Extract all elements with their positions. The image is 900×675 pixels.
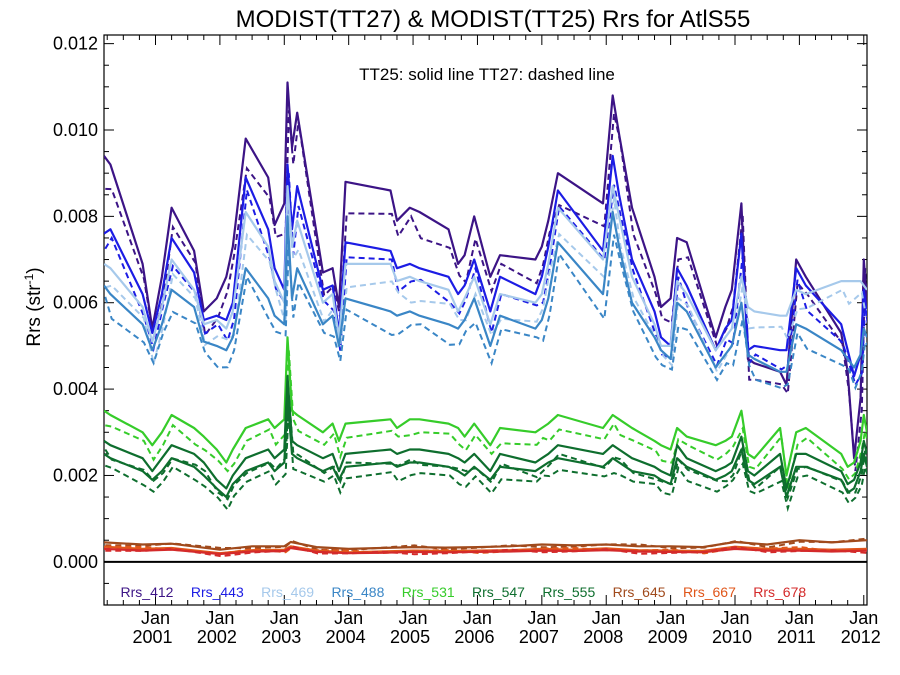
series-line-tt25-Rrs_469	[104, 185, 867, 352]
series-line-tt27-Rrs_488	[104, 234, 867, 391]
y-tick-label: 0.012	[53, 34, 98, 54]
y-tick-label: 0.008	[53, 206, 98, 226]
series-Rrs_469	[104, 185, 867, 374]
x-tick-label-year: 2003	[261, 627, 301, 647]
series-line-tt25-Rrs_443	[104, 154, 867, 378]
series-line-tt27-Rrs_678	[105, 545, 867, 558]
y-tick-label: 0.002	[53, 465, 98, 485]
series-Rrs_531	[104, 336, 867, 489]
y-axis-label: Rrs (str-1)	[22, 267, 45, 346]
x-tick-label-month: Jan	[463, 608, 492, 628]
x-tick-label-year: 2001	[132, 627, 172, 647]
x-tick-label-year: 2009	[648, 627, 688, 647]
series-Rrs_443	[104, 154, 867, 388]
y-axis-label-main: Rrs (str	[24, 284, 45, 347]
x-tick-label-year: 2012	[841, 627, 881, 647]
x-tick-label-year: 2002	[197, 627, 237, 647]
x-tick-label-month: Jan	[527, 608, 556, 628]
legend-entry-Rrs_469: Rrs_469	[261, 584, 314, 600]
x-tick-label-month: Jan	[656, 608, 685, 628]
legend-entry-Rrs_667: Rrs_667	[683, 584, 736, 600]
series-Rrs_547	[104, 375, 867, 502]
legend-entry-Rrs_412: Rrs_412	[121, 584, 174, 600]
y-tick-label: 0.000	[53, 552, 98, 572]
series-line-tt25-Rrs_547	[104, 375, 867, 490]
x-tick-label-month: Jan	[141, 608, 170, 628]
x-tick-label-month: Jan	[205, 608, 234, 628]
x-tick-label-month: Jan	[270, 608, 299, 628]
series-line-tt25-Rrs_488	[104, 210, 867, 373]
series-line-tt27-Rrs_555	[104, 407, 867, 513]
x-tick-label-year: 2010	[712, 627, 752, 647]
x-tick-label-year: 2006	[454, 627, 494, 647]
y-axis-label-superscript: -1	[22, 273, 36, 284]
x-tick-label-year: 2008	[583, 627, 623, 647]
plot-area: 0.0000.0020.0040.0060.0080.0100.012Jan20…	[53, 34, 881, 647]
series-line-tt25-Rrs_531	[104, 336, 867, 477]
legend-entry-Rrs_488: Rrs_488	[331, 584, 384, 600]
x-tick-label-month: Jan	[720, 608, 749, 628]
line-style-annotation: TT25: solid line TT27: dashed line	[359, 65, 615, 84]
series-Rrs_645	[104, 537, 867, 552]
series-Rrs_412	[104, 81, 867, 472]
svg-text:Rrs (str-1): Rrs (str-1)	[22, 267, 45, 346]
series-Rrs_678	[104, 545, 867, 558]
y-tick-label: 0.004	[53, 379, 98, 399]
legend-entry-Rrs_443: Rrs_443	[191, 584, 244, 600]
legend: Rrs_412 Rrs_443 Rrs_469 Rrs_488 Rrs_531 Rrs_5…	[121, 584, 807, 600]
series-line-tt27-Rrs_443	[104, 173, 867, 388]
series-Rrs_555	[104, 396, 867, 513]
y-tick-label: 0.006	[53, 293, 98, 313]
series-Rrs_488	[104, 210, 867, 391]
x-tick-label-year: 2011	[777, 627, 816, 647]
y-tick-label: 0.010	[53, 120, 98, 140]
series-line-tt27-Rrs_531	[105, 350, 867, 489]
legend-entry-Rrs_547: Rrs_547	[472, 584, 525, 600]
x-tick-label-month: Jan	[849, 608, 878, 628]
x-tick-label-year: 2007	[519, 627, 559, 647]
series-line-tt25-Rrs_555	[104, 396, 867, 499]
series-line-tt25-Rrs_412	[104, 81, 867, 460]
series-line-tt27-Rrs_412	[105, 110, 867, 472]
x-tick-label-month: Jan	[334, 608, 363, 628]
x-tick-label-year: 2005	[390, 627, 430, 647]
legend-entry-Rrs_678: Rrs_678	[753, 584, 806, 600]
legend-entry-Rrs_645: Rrs_645	[613, 584, 666, 600]
chart-title: MODIST(TT27) & MODIST(TT25) Rrs for AtlS…	[236, 6, 751, 33]
x-tick-label-month: Jan	[785, 608, 814, 628]
legend-entry-Rrs_531: Rrs_531	[402, 584, 455, 600]
x-tick-label-month: Jan	[592, 608, 621, 628]
y-axis-label-tail: )	[24, 267, 45, 273]
legend-entry-Rrs_555: Rrs_555	[542, 584, 595, 600]
x-tick-label-month: Jan	[399, 608, 428, 628]
x-tick-label-year: 2004	[326, 627, 366, 647]
